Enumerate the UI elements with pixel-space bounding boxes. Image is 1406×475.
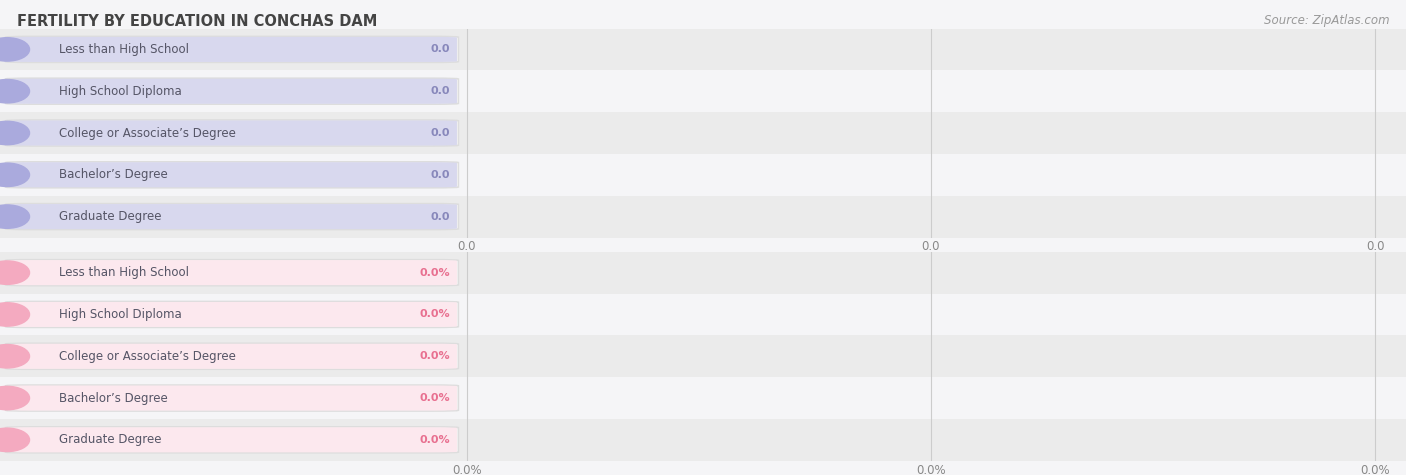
FancyBboxPatch shape (7, 260, 457, 285)
Text: Graduate Degree: Graduate Degree (59, 210, 162, 223)
Text: High School Diploma: High School Diploma (59, 308, 181, 321)
FancyBboxPatch shape (7, 121, 457, 145)
FancyBboxPatch shape (7, 79, 457, 104)
Text: College or Associate’s Degree: College or Associate’s Degree (59, 350, 236, 363)
Text: FERTILITY BY EDUCATION IN CONCHAS DAM: FERTILITY BY EDUCATION IN CONCHAS DAM (17, 14, 377, 29)
Text: 0.0: 0.0 (430, 128, 450, 138)
Bar (0, 252, 1406, 294)
FancyBboxPatch shape (6, 427, 458, 453)
Ellipse shape (0, 38, 30, 61)
Text: Bachelor’s Degree: Bachelor’s Degree (59, 391, 167, 405)
Text: 0.0%: 0.0% (419, 351, 450, 361)
Ellipse shape (0, 121, 30, 145)
Bar (0, 70, 1406, 112)
FancyBboxPatch shape (7, 302, 457, 327)
Ellipse shape (0, 303, 30, 326)
Text: 0.0: 0.0 (430, 86, 450, 96)
FancyBboxPatch shape (6, 302, 458, 327)
Bar (0, 28, 1406, 70)
Text: High School Diploma: High School Diploma (59, 85, 181, 98)
Text: 0.0: 0.0 (430, 44, 450, 55)
Text: 0.0%: 0.0% (419, 309, 450, 320)
Ellipse shape (0, 163, 30, 187)
Text: 0.0%: 0.0% (419, 267, 450, 278)
FancyBboxPatch shape (6, 120, 458, 146)
Text: Graduate Degree: Graduate Degree (59, 433, 162, 446)
Text: Less than High School: Less than High School (59, 266, 188, 279)
Text: 0.0: 0.0 (430, 170, 450, 180)
Text: 0.0: 0.0 (430, 211, 450, 222)
FancyBboxPatch shape (7, 162, 457, 187)
Text: Less than High School: Less than High School (59, 43, 188, 56)
Ellipse shape (0, 428, 30, 452)
FancyBboxPatch shape (7, 386, 457, 410)
Bar (0, 112, 1406, 154)
FancyBboxPatch shape (6, 260, 458, 285)
FancyBboxPatch shape (6, 204, 458, 229)
FancyBboxPatch shape (6, 37, 458, 62)
Ellipse shape (0, 79, 30, 103)
Ellipse shape (0, 344, 30, 368)
FancyBboxPatch shape (7, 428, 457, 452)
Ellipse shape (0, 261, 30, 285)
Text: Source: ZipAtlas.com: Source: ZipAtlas.com (1264, 14, 1389, 27)
FancyBboxPatch shape (7, 37, 457, 62)
Text: Bachelor’s Degree: Bachelor’s Degree (59, 168, 167, 181)
Bar (0, 335, 1406, 377)
Ellipse shape (0, 205, 30, 228)
Bar (0, 196, 1406, 238)
FancyBboxPatch shape (6, 385, 458, 411)
FancyBboxPatch shape (6, 343, 458, 369)
Bar (0, 294, 1406, 335)
Bar (0, 377, 1406, 419)
Bar (0, 154, 1406, 196)
Bar (0, 419, 1406, 461)
Text: 0.0%: 0.0% (419, 393, 450, 403)
Ellipse shape (0, 386, 30, 410)
Text: College or Associate’s Degree: College or Associate’s Degree (59, 126, 236, 140)
FancyBboxPatch shape (6, 78, 458, 104)
FancyBboxPatch shape (7, 344, 457, 369)
FancyBboxPatch shape (7, 204, 457, 229)
Text: 0.0%: 0.0% (419, 435, 450, 445)
FancyBboxPatch shape (6, 162, 458, 188)
